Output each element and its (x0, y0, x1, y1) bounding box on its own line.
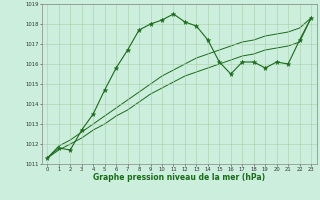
X-axis label: Graphe pression niveau de la mer (hPa): Graphe pression niveau de la mer (hPa) (93, 173, 265, 182)
